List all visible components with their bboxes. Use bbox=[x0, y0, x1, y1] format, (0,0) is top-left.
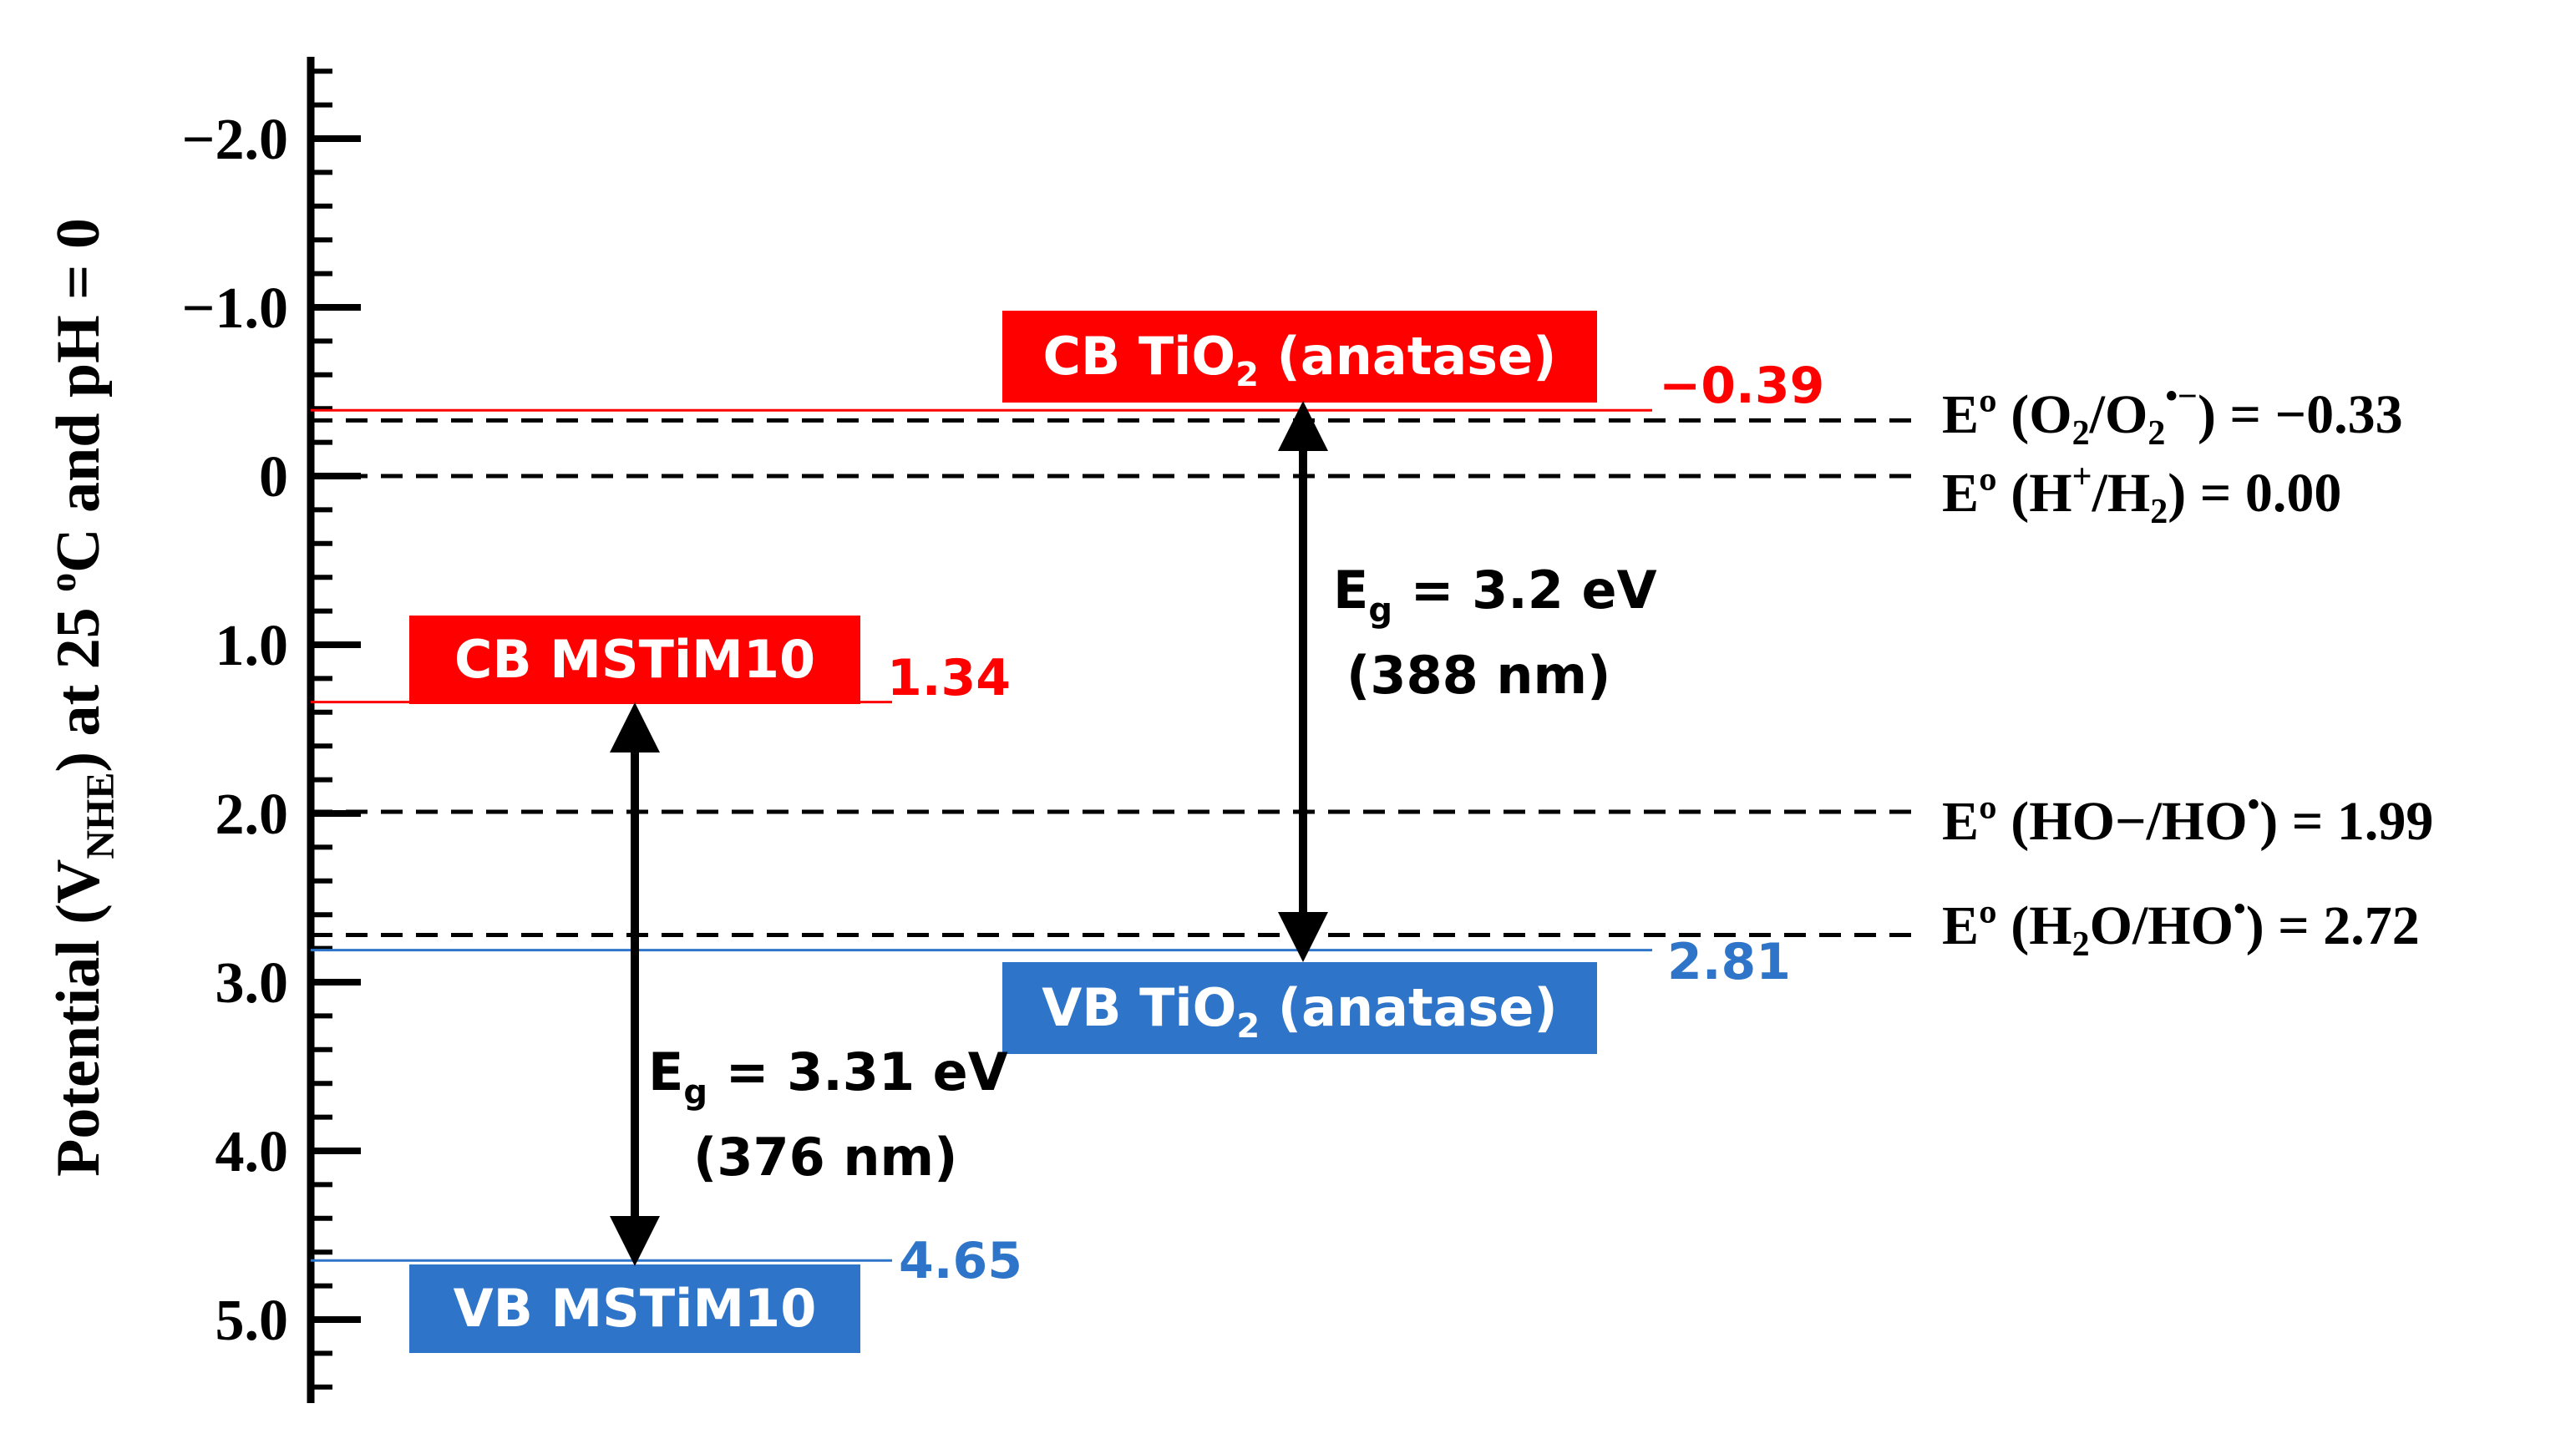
tick-label: −1.0 bbox=[182, 276, 288, 341]
tio2-bandgap-wavelength: (388 nm) bbox=[1346, 645, 1610, 706]
tio2-cb-label: CB TiO2 (anatase) bbox=[1043, 326, 1557, 394]
y-axis-title: Potential (VNHE) at 25 oC and pH = 0 bbox=[41, 218, 123, 1177]
tio2-cb-value: −0.39 bbox=[1659, 357, 1824, 415]
tio2-vb-value: 2.81 bbox=[1667, 933, 1791, 991]
mstim-cb-box bbox=[409, 616, 860, 704]
tio2-cb-band: CB TiO2 (anatase) bbox=[1002, 311, 1597, 403]
ho-potential-label: Eº (HO−/HO•) = 1.99 bbox=[1942, 786, 2433, 852]
mstim-bandgap-label: Eg = 3.31 eV bbox=[648, 1041, 1008, 1112]
mstim-cb-label: CB MSTiM10 bbox=[454, 629, 815, 690]
tio2-bandgap-label: Eg = 3.2 eV bbox=[1333, 560, 1657, 630]
mstim-vb-label: VB MSTiM10 bbox=[454, 1278, 817, 1339]
tick-label: 2.0 bbox=[216, 783, 289, 847]
tick-label: 3.0 bbox=[216, 951, 289, 1016]
h2-potential-label: Eº (H+/H2) = 0.00 bbox=[1942, 458, 2341, 531]
tick-label: −2.0 bbox=[182, 108, 288, 172]
y-axis-ticks: −2.0 −1.0 0 1.0 2.0 3.0 4.0 5.0 bbox=[182, 68, 361, 1390]
mstim-cb-value: 1.34 bbox=[887, 649, 1011, 707]
tio2-vb-box bbox=[1002, 962, 1597, 1054]
tick-label: 1.0 bbox=[216, 614, 289, 678]
tick-label: 0 bbox=[259, 445, 288, 509]
o2-potential-label: Eº (O2/O2•−) = −0.33 bbox=[1942, 378, 2403, 453]
mstim-bandgap-wavelength: (376 nm) bbox=[693, 1127, 957, 1188]
tick-label: 5.0 bbox=[216, 1289, 289, 1353]
mstim-vb-band: VB MSTiM10 bbox=[409, 1264, 860, 1353]
mstim-cb-band: CB MSTiM10 bbox=[409, 616, 860, 704]
mstim-vb-box bbox=[409, 1264, 860, 1353]
tio2-cb-box bbox=[1002, 311, 1597, 403]
h2o-potential-label: Eº (H2O/HO•) = 2.72 bbox=[1942, 890, 2420, 964]
mstim-vb-value: 4.65 bbox=[899, 1232, 1022, 1290]
tio2-vb-label: VB TiO2 (anatase) bbox=[1042, 977, 1557, 1046]
tick-label: 4.0 bbox=[216, 1120, 289, 1184]
tio2-vb-band: VB TiO2 (anatase) bbox=[1002, 962, 1597, 1054]
reference-potentials: Eº (O2/O2•−) = −0.33 Eº (H+/H2) = 0.00 E… bbox=[311, 378, 2433, 964]
